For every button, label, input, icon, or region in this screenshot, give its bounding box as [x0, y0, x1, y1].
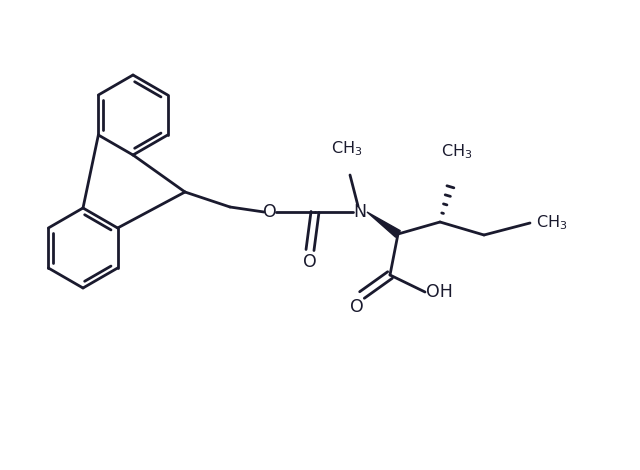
Text: CH$_3$: CH$_3$ — [332, 139, 363, 158]
Text: O: O — [350, 298, 364, 316]
Text: CH$_3$: CH$_3$ — [536, 214, 568, 232]
Text: OH: OH — [426, 283, 452, 301]
Text: CH$_3$: CH$_3$ — [441, 142, 473, 161]
Text: O: O — [303, 253, 317, 271]
Text: O: O — [263, 203, 277, 221]
Polygon shape — [367, 212, 400, 237]
Text: N: N — [353, 203, 367, 221]
